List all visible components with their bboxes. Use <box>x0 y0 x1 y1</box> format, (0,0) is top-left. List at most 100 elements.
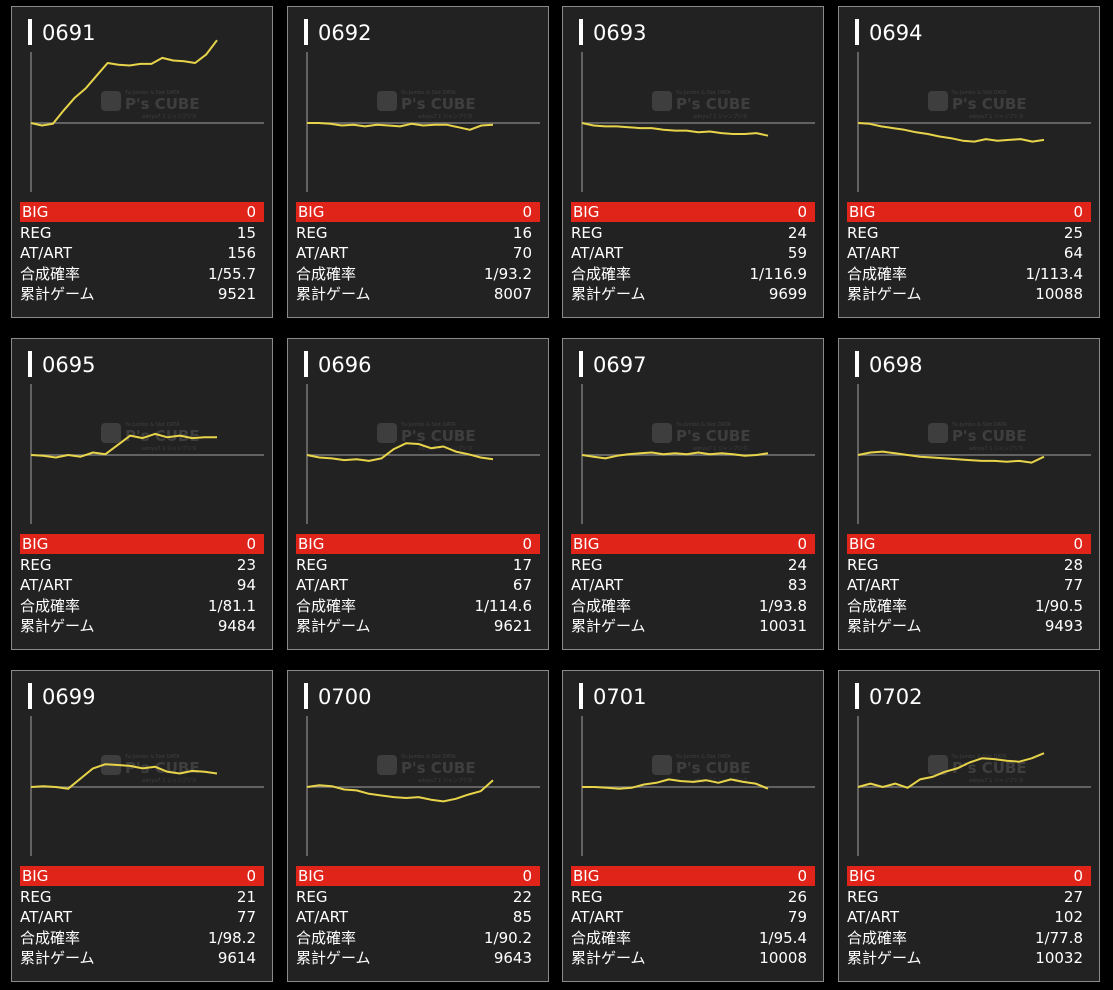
prob-value: 1/90.2 <box>484 929 532 947</box>
watermark-subtext: adnyu7 1 ジャンプジタ <box>693 113 748 120</box>
machine-card[interactable]: 0693 P's CUBE Yu-Jumbo & Slot DATA adnyu7 1… <box>562 6 824 318</box>
big-row: BIG 0 <box>847 534 1091 554</box>
reg-label: REG <box>20 556 52 574</box>
watermark-subtext: Yu-Jumbo & Slot DATA <box>675 422 731 428</box>
prob-row: 合成確率 1/90.2 <box>296 928 540 948</box>
machine-card[interactable]: 0699 P's CUBE Yu-Jumbo & Slot DATA adnyu7 1… <box>11 670 273 982</box>
big-label: BIG <box>298 203 325 221</box>
at-row: AT/ART 85 <box>296 907 540 927</box>
games-label: 累計ゲーム <box>296 617 371 635</box>
games-value: 10031 <box>759 617 807 635</box>
watermark-subtext: adnyu7 1 ジャンプジタ <box>969 777 1024 784</box>
at-row: AT/ART 79 <box>571 907 815 927</box>
at-value: 156 <box>227 244 256 262</box>
cube-icon <box>101 91 121 111</box>
trend-line <box>857 752 1045 789</box>
games-label: 累計ゲーム <box>571 949 646 967</box>
prob-label: 合成確率 <box>20 265 81 283</box>
games-row: 累計ゲーム 10088 <box>847 284 1091 304</box>
big-row: BIG 0 <box>296 534 540 554</box>
prob-value: 1/114.6 <box>474 597 532 615</box>
games-label: 累計ゲーム <box>20 617 95 635</box>
big-row: BIG 0 <box>847 202 1091 222</box>
machine-number: 0700 <box>318 685 372 709</box>
watermark-subtext: Yu-Jumbo & Slot DATA <box>951 90 1007 96</box>
at-label: AT/ART <box>20 576 73 594</box>
big-value: 0 <box>246 867 256 885</box>
watermark-subtext: adnyu7 1 ジャンプジタ <box>693 777 748 784</box>
prob-label: 合成確率 <box>571 929 632 947</box>
prob-row: 合成確率 1/114.6 <box>296 596 540 616</box>
prob-row: 合成確率 1/98.2 <box>20 928 264 948</box>
at-value: 77 <box>1063 576 1083 594</box>
trend-line <box>30 39 218 127</box>
machine-card[interactable]: 0701 P's CUBE Yu-Jumbo & Slot DATA adnyu7 1… <box>562 670 824 982</box>
machine-card[interactable]: 0702 P's CUBE Yu-Jumbo & Slot DATA adnyu7 1… <box>838 670 1100 982</box>
machine-card[interactable]: 0695 P's CUBE Yu-Jumbo & Slot DATA adnyu7 1… <box>11 338 273 650</box>
reg-label: REG <box>571 224 603 242</box>
machine-card[interactable]: 0691 P's CUBE Yu-Jumbo & Slot DATA adnyu7 1… <box>11 6 273 318</box>
watermark-subtext: Yu-Jumbo & Slot DATA <box>124 754 180 760</box>
games-value: 9614 <box>217 949 256 967</box>
games-row: 累計ゲーム 9493 <box>847 616 1091 636</box>
machine-card[interactable]: 0698 P's CUBE Yu-Jumbo & Slot DATA adnyu7 1… <box>838 338 1100 650</box>
games-value: 9621 <box>493 617 532 635</box>
machine-number: 0694 <box>869 21 923 45</box>
at-row: AT/ART 83 <box>571 575 815 595</box>
reg-value: 27 <box>1063 888 1083 906</box>
games-value: 9493 <box>1044 617 1083 635</box>
watermark-subtext: Yu-Jumbo & Slot DATA <box>400 90 456 96</box>
trend-line <box>857 450 1045 464</box>
prob-label: 合成確率 <box>20 597 81 615</box>
title-accent-bar <box>579 683 583 709</box>
big-label: BIG <box>849 867 876 885</box>
at-label: AT/ART <box>847 908 900 926</box>
games-value: 8007 <box>493 285 532 303</box>
games-label: 累計ゲーム <box>847 617 922 635</box>
prob-value: 1/98.2 <box>208 929 256 947</box>
at-label: AT/ART <box>847 244 900 262</box>
reg-label: REG <box>571 556 603 574</box>
at-label: AT/ART <box>571 908 624 926</box>
at-row: AT/ART 102 <box>847 907 1091 927</box>
machine-number: 0702 <box>869 685 923 709</box>
games-value: 9484 <box>217 617 256 635</box>
games-row: 累計ゲーム 8007 <box>296 284 540 304</box>
prob-label: 合成確率 <box>847 265 908 283</box>
reg-row: REG 23 <box>20 555 264 575</box>
reg-label: REG <box>20 224 52 242</box>
reg-row: REG 26 <box>571 887 815 907</box>
machine-card[interactable]: 0692 P's CUBE Yu-Jumbo & Slot DATA adnyu7 1… <box>287 6 549 318</box>
games-label: 累計ゲーム <box>20 949 95 967</box>
machine-card[interactable]: 0700 P's CUBE Yu-Jumbo & Slot DATA adnyu7 1… <box>287 670 549 982</box>
machine-number: 0695 <box>42 353 96 377</box>
prob-value: 1/113.4 <box>1025 265 1083 283</box>
at-label: AT/ART <box>20 244 73 262</box>
at-value: 67 <box>512 576 532 594</box>
reg-label: REG <box>20 888 52 906</box>
title-accent-bar <box>304 683 308 709</box>
at-row: AT/ART 64 <box>847 243 1091 263</box>
watermark-text: P's CUBE <box>401 759 476 777</box>
cube-icon <box>928 91 948 111</box>
at-value: 85 <box>512 908 532 926</box>
watermark-subtext: Yu-Jumbo & Slot DATA <box>400 754 456 760</box>
big-value: 0 <box>797 535 807 553</box>
watermark-text: P's CUBE <box>401 427 476 445</box>
watermark-text: P's CUBE <box>676 427 751 445</box>
machine-card[interactable]: 0694 P's CUBE Yu-Jumbo & Slot DATA adnyu7 1… <box>838 6 1100 318</box>
prob-label: 合成確率 <box>847 597 908 615</box>
machine-card[interactable]: 0696 P's CUBE Yu-Jumbo & Slot DATA adnyu7 1… <box>287 338 549 650</box>
games-row: 累計ゲーム 9484 <box>20 616 264 636</box>
trend-line <box>857 122 1045 143</box>
games-label: 累計ゲーム <box>296 285 371 303</box>
machine-card[interactable]: 0697 P's CUBE Yu-Jumbo & Slot DATA adnyu7 1… <box>562 338 824 650</box>
reg-value: 24 <box>787 224 807 242</box>
watermark-text: P's CUBE <box>676 759 751 777</box>
big-label: BIG <box>849 535 876 553</box>
